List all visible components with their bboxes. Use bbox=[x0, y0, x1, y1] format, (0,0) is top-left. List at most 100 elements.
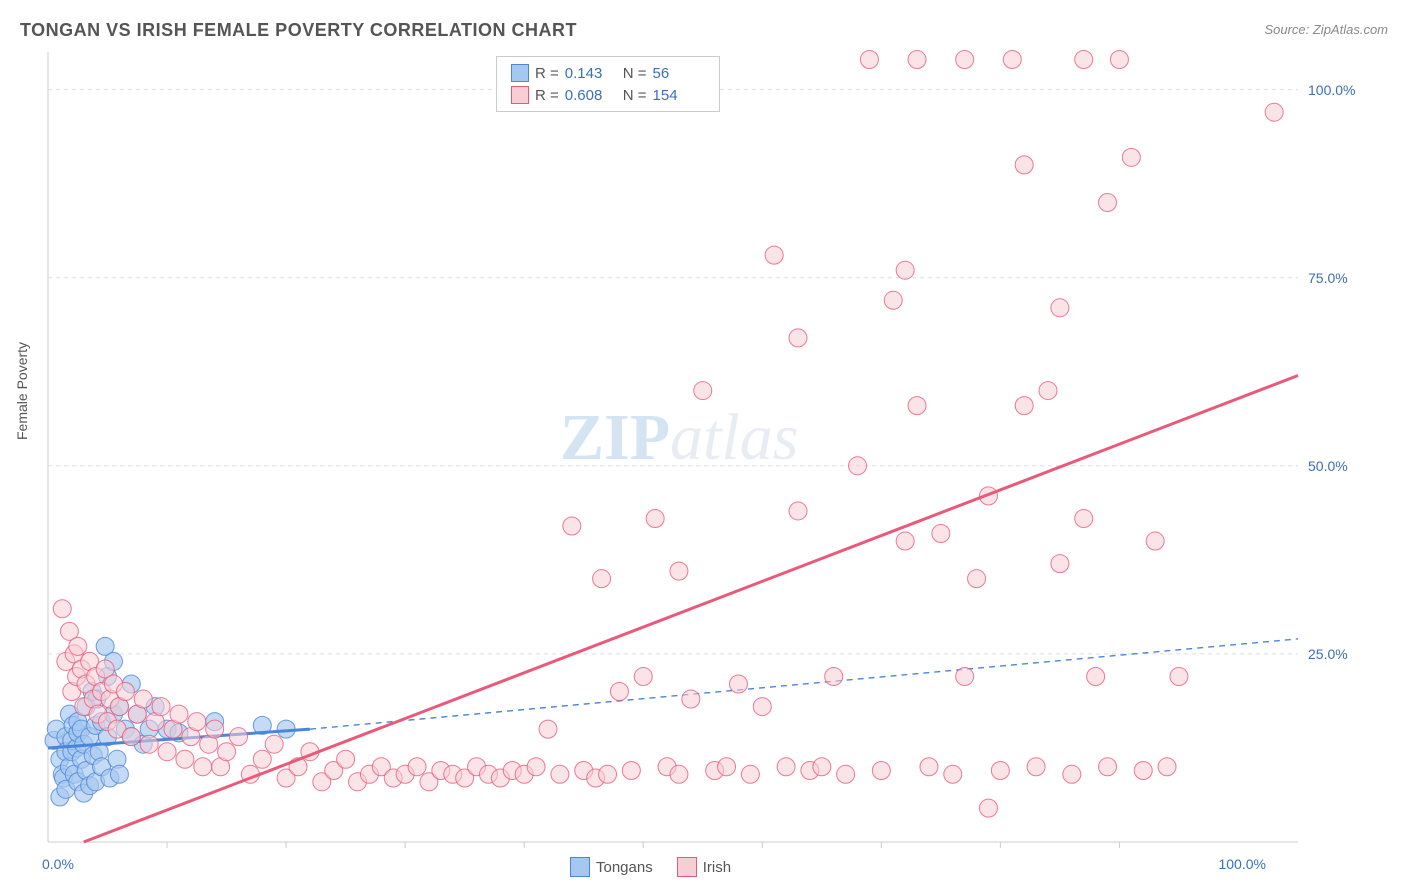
data-point-irish bbox=[158, 743, 176, 761]
data-point-irish bbox=[1122, 148, 1140, 166]
legend-correlation-row-tongans: R = 0.143 N = 56 bbox=[511, 62, 705, 84]
data-point-irish bbox=[229, 728, 247, 746]
legend-swatch-tongans bbox=[511, 64, 529, 82]
data-point-irish bbox=[1015, 156, 1033, 174]
data-point-irish bbox=[896, 532, 914, 550]
data-point-irish bbox=[188, 713, 206, 731]
data-point-irish bbox=[253, 750, 271, 768]
legend-n-label: N = bbox=[623, 65, 647, 82]
data-point-irish bbox=[729, 675, 747, 693]
data-point-irish bbox=[753, 698, 771, 716]
legend-r-label: R = bbox=[535, 87, 559, 104]
data-point-irish bbox=[789, 502, 807, 520]
data-point-irish bbox=[694, 382, 712, 400]
data-point-irish bbox=[408, 758, 426, 776]
legend-label: Tongans bbox=[596, 859, 653, 876]
data-point-irish bbox=[1099, 193, 1117, 211]
chart-container: TONGAN VS IRISH FEMALE POVERTY CORRELATI… bbox=[0, 0, 1406, 892]
data-point-irish bbox=[860, 51, 878, 69]
data-point-irish bbox=[610, 683, 628, 701]
legend-item-irish: Irish bbox=[677, 857, 731, 877]
legend-swatch-irish bbox=[511, 86, 529, 104]
data-point-irish bbox=[777, 758, 795, 776]
y-tick-label: 75.0% bbox=[1308, 270, 1348, 286]
data-point-irish bbox=[116, 683, 134, 701]
data-point-irish bbox=[53, 600, 71, 618]
data-point-irish bbox=[1063, 765, 1081, 783]
data-point-irish bbox=[718, 758, 736, 776]
y-tick-label: 100.0% bbox=[1308, 82, 1355, 98]
chart-title: TONGAN VS IRISH FEMALE POVERTY CORRELATI… bbox=[20, 20, 577, 41]
legend-r-label: R = bbox=[535, 65, 559, 82]
data-point-irish bbox=[1099, 758, 1117, 776]
data-point-irish bbox=[1051, 299, 1069, 317]
data-point-irish bbox=[152, 698, 170, 716]
data-point-irish bbox=[1087, 667, 1105, 685]
data-point-irish bbox=[1075, 509, 1093, 527]
data-point-irish bbox=[69, 637, 87, 655]
legend-swatch-tongans bbox=[570, 857, 590, 877]
data-point-tongans bbox=[110, 765, 128, 783]
data-point-irish bbox=[956, 51, 974, 69]
data-point-irish bbox=[1265, 103, 1283, 121]
data-point-irish bbox=[170, 705, 188, 723]
data-point-irish bbox=[908, 51, 926, 69]
source-label: Source: ZipAtlas.com bbox=[1264, 22, 1388, 37]
data-point-irish bbox=[872, 762, 890, 780]
data-point-irish bbox=[956, 667, 974, 685]
data-point-irish bbox=[122, 728, 140, 746]
data-point-irish bbox=[670, 562, 688, 580]
legend-n-value: 154 bbox=[653, 87, 705, 104]
data-point-irish bbox=[140, 735, 158, 753]
data-point-irish bbox=[979, 799, 997, 817]
data-point-irish bbox=[563, 517, 581, 535]
data-point-irish bbox=[789, 329, 807, 347]
legend-n-value: 56 bbox=[653, 65, 705, 82]
data-point-irish bbox=[1015, 397, 1033, 415]
legend-correlation-box: R =0.143N =56R =0.608N =154 bbox=[496, 56, 720, 112]
y-tick-label: 50.0% bbox=[1308, 458, 1348, 474]
data-point-irish bbox=[539, 720, 557, 738]
data-point-irish bbox=[1003, 51, 1021, 69]
trendline-dash-tongans bbox=[310, 639, 1298, 729]
data-point-irish bbox=[670, 765, 688, 783]
data-point-irish bbox=[1134, 762, 1152, 780]
data-point-irish bbox=[741, 765, 759, 783]
data-point-irish bbox=[837, 765, 855, 783]
data-point-irish bbox=[920, 758, 938, 776]
data-point-irish bbox=[968, 570, 986, 588]
data-point-irish bbox=[134, 690, 152, 708]
legend-bottom: Tongans Irish bbox=[570, 857, 731, 877]
data-point-irish bbox=[646, 509, 664, 527]
data-point-irish bbox=[551, 765, 569, 783]
data-point-irish bbox=[813, 758, 831, 776]
data-point-irish bbox=[593, 570, 611, 588]
data-point-irish bbox=[849, 457, 867, 475]
data-point-irish bbox=[1146, 532, 1164, 550]
data-point-irish bbox=[194, 758, 212, 776]
x-tick-label: 0.0% bbox=[42, 856, 74, 872]
data-point-irish bbox=[1110, 51, 1128, 69]
scatter-plot-svg bbox=[48, 52, 1298, 842]
legend-r-value: 0.143 bbox=[565, 65, 617, 82]
data-point-irish bbox=[176, 750, 194, 768]
plot-area bbox=[48, 52, 1298, 842]
legend-label: Irish bbox=[703, 859, 731, 876]
data-point-irish bbox=[599, 765, 617, 783]
data-point-irish bbox=[682, 690, 700, 708]
data-point-irish bbox=[991, 762, 1009, 780]
data-point-irish bbox=[1158, 758, 1176, 776]
data-point-irish bbox=[1170, 667, 1188, 685]
data-point-irish bbox=[932, 525, 950, 543]
data-point-irish bbox=[896, 261, 914, 279]
data-point-irish bbox=[218, 743, 236, 761]
data-point-irish bbox=[1051, 555, 1069, 573]
legend-r-value: 0.608 bbox=[565, 87, 617, 104]
data-point-irish bbox=[884, 291, 902, 309]
data-point-irish bbox=[527, 758, 545, 776]
legend-correlation-row-irish: R =0.608N =154 bbox=[511, 84, 705, 106]
y-tick-label: 25.0% bbox=[1308, 646, 1348, 662]
y-axis-label: Female Poverty bbox=[14, 342, 30, 440]
legend-swatch-irish bbox=[677, 857, 697, 877]
x-tick-label: 100.0% bbox=[1218, 856, 1265, 872]
